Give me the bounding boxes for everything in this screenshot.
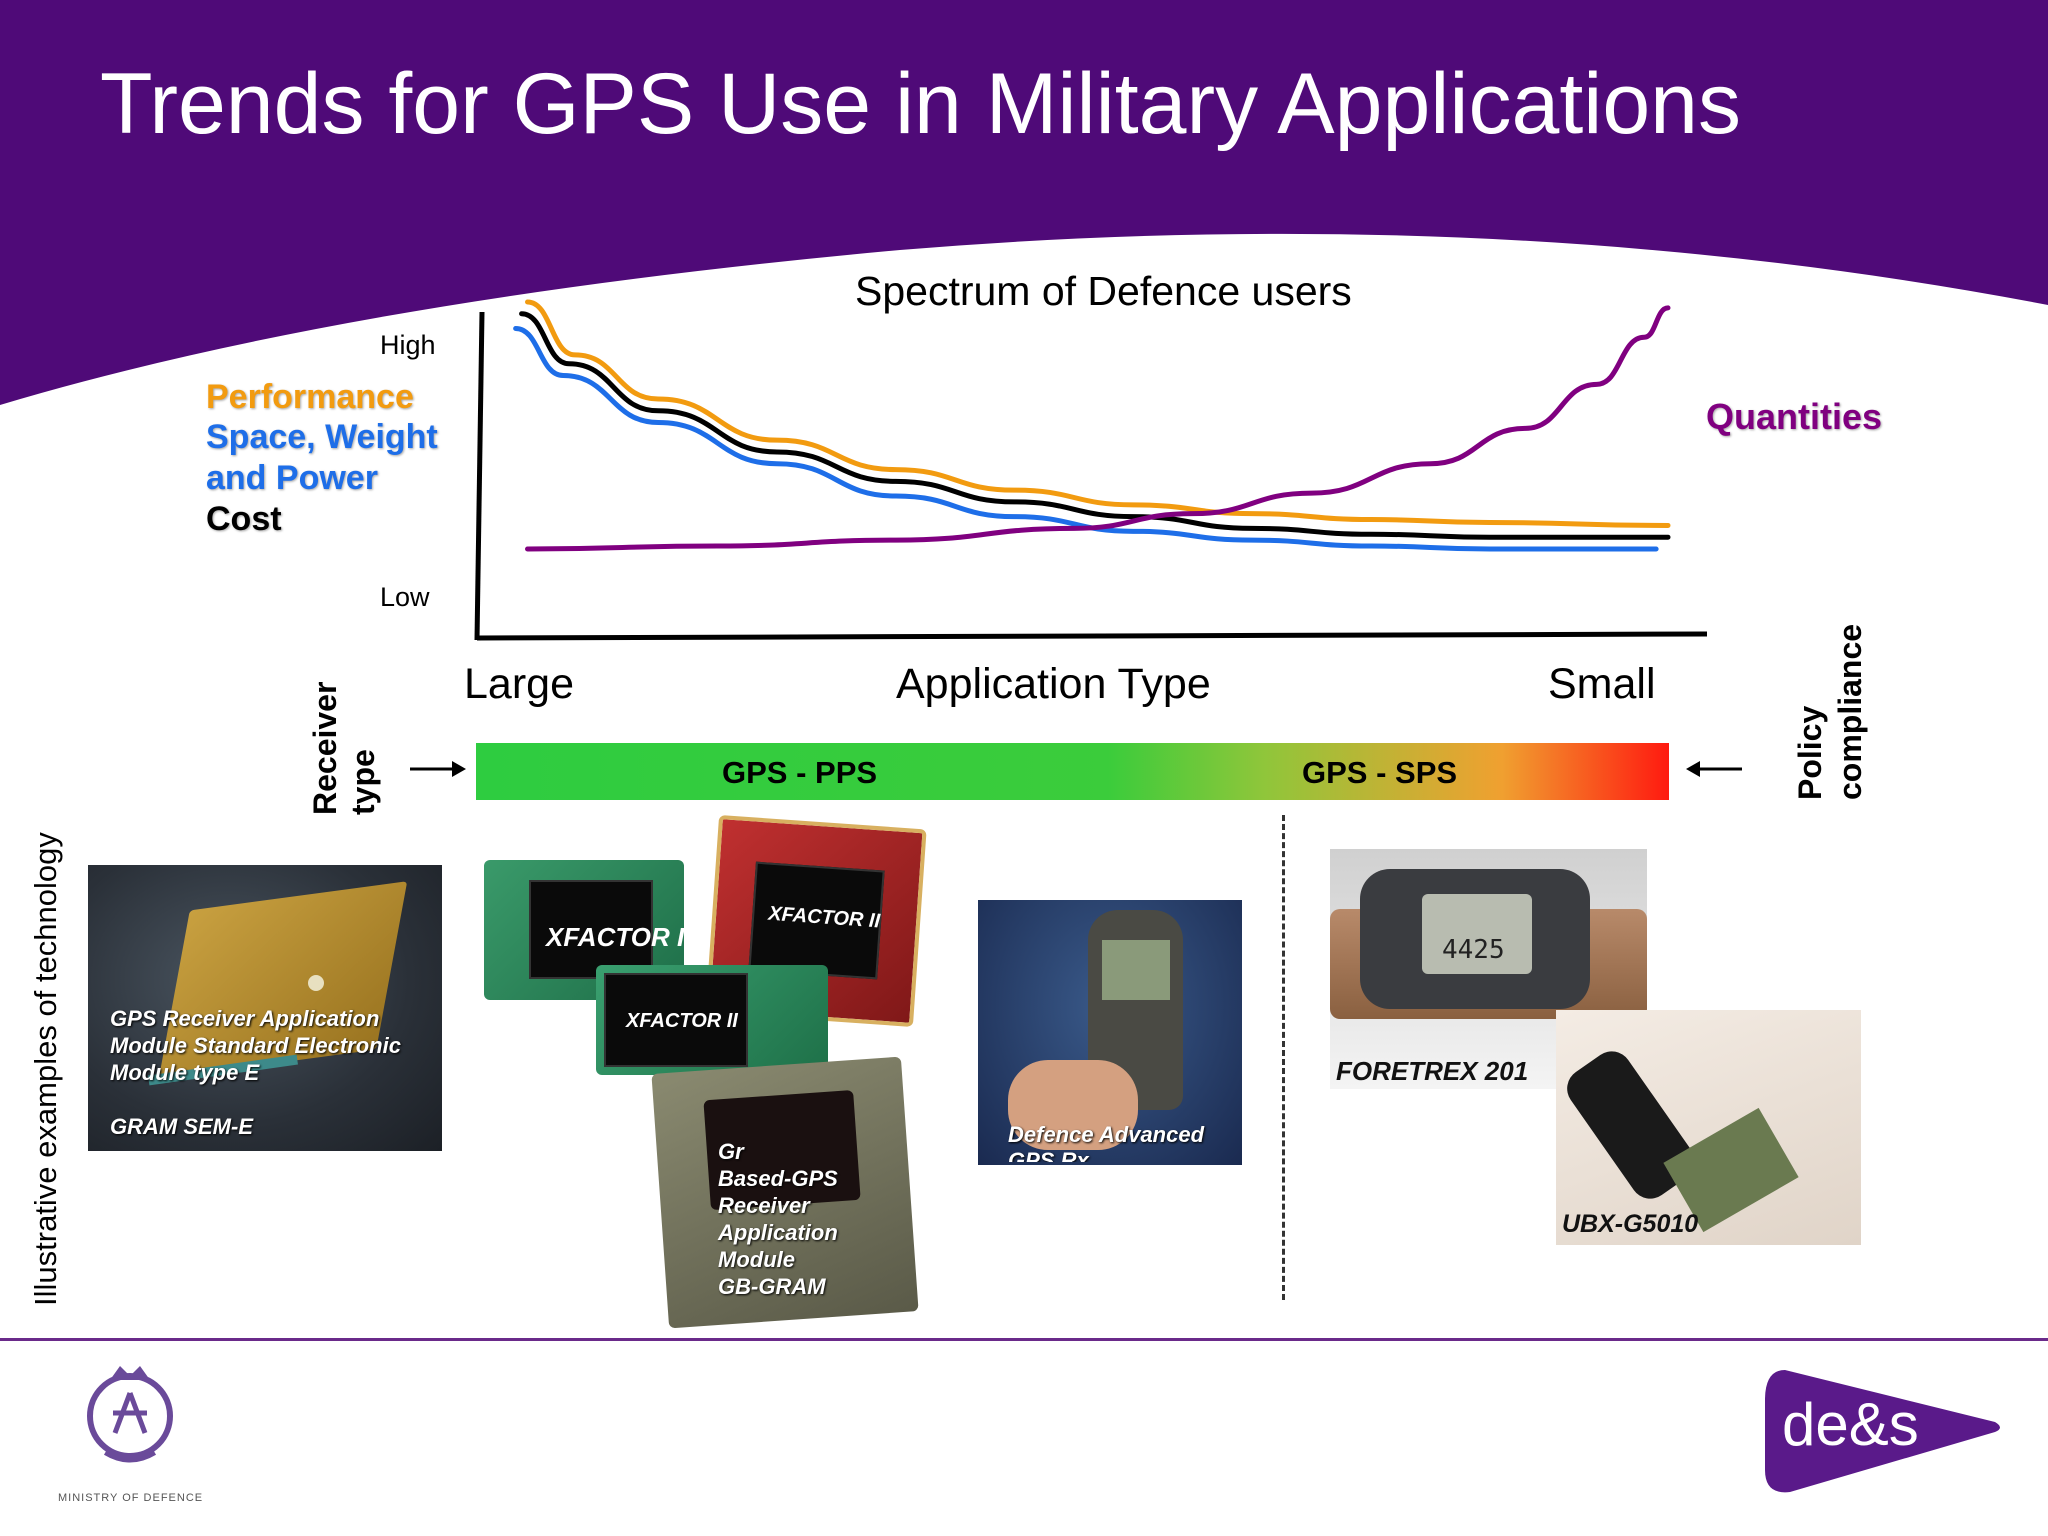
mod-crest-icon	[87, 1366, 173, 1463]
slide-title: Trends for GPS Use in Military Applicati…	[100, 56, 1741, 152]
foretrex-caption: FORETREX 201	[1336, 1056, 1529, 1086]
legend-performance: Performance	[206, 378, 414, 416]
receiver-type-label: Receiver type	[307, 681, 381, 815]
arrow-right-icon	[410, 761, 466, 777]
dagr-caption: Defence Advanced GPS Rx	[1008, 1122, 1205, 1162]
footer-divider	[0, 1338, 2048, 1341]
x-axis-right-label: Small	[1548, 660, 1656, 708]
policy-compliance-label: Policy compliance	[1792, 623, 1868, 800]
series-line-quantities	[525, 305, 1671, 552]
x-axis-left-label: Large	[464, 660, 574, 708]
legend-and-power: and Power	[206, 459, 378, 497]
series-line-performance	[525, 299, 1671, 528]
gps-pps-label: GPS - PPS	[722, 755, 878, 790]
x-axis-title: Application Type	[896, 660, 1211, 708]
y-axis-high-label: High	[380, 330, 436, 360]
legend-quantities: Quantities	[1706, 396, 1883, 437]
series-line-space-weight-and-power	[513, 325, 1659, 552]
series-line-cost	[519, 311, 1671, 540]
trend-chart	[474, 299, 1708, 641]
xfactor-board-small: XFACTOR II	[596, 965, 828, 1075]
header-band	[0, 0, 2048, 405]
y-axis-low-label: Low	[380, 582, 430, 612]
des-logo-text: de&s	[1782, 1391, 1919, 1458]
mod-wordmark: MINISTRY OF DEFENCE	[58, 1492, 204, 1504]
dagr-photo	[978, 900, 1242, 1165]
gps-sps-label: GPS - SPS	[1302, 755, 1458, 790]
ps-separator-line	[1282, 815, 1285, 1300]
receiver-gradient-bar	[476, 743, 1669, 800]
des-logo	[1765, 1370, 2000, 1493]
xfactor-board-green: XFACTOR II	[484, 860, 691, 1000]
gram-sem-e-caption: GPS Receiver Application Module Standard…	[110, 1006, 401, 1139]
illustrative-examples-label: Illustrative examples of technology	[28, 832, 63, 1306]
arrow-left-icon	[1686, 761, 1742, 777]
ubx-caption: UBX-G5010	[1562, 1210, 1699, 1238]
gb-gram-caption: Gr Based-GPS Receiver Application Module…	[718, 1139, 838, 1299]
ubx-photo	[1556, 1010, 1861, 1245]
foretrex-photo: 4425	[1330, 849, 1647, 1089]
legend-cost: Cost	[206, 500, 282, 538]
legend-space-weight: Space, Weight	[206, 418, 438, 456]
chart-title: Spectrum of Defence users	[855, 268, 1352, 314]
x-axis-line	[476, 631, 1708, 641]
y-axis-line	[474, 311, 485, 641]
gram-sem-e-photo	[88, 865, 442, 1151]
